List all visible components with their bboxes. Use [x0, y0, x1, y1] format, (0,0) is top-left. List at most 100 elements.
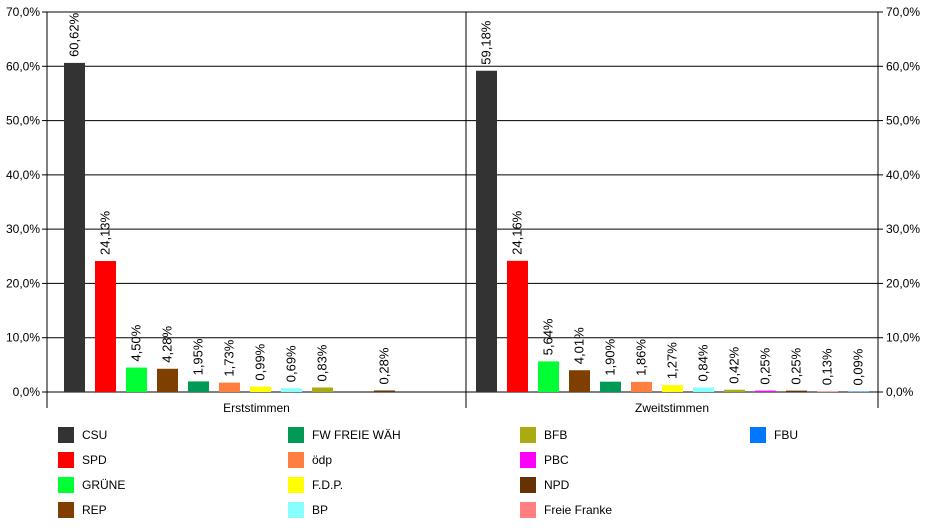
bar-value-label: 1,27%: [665, 342, 680, 379]
legend-label: F.D.P.: [312, 478, 344, 492]
bar-fbu: [848, 391, 869, 393]
bar-spd: [507, 260, 528, 392]
bar--dp: [219, 382, 240, 392]
y-tick-label-right: 40,0%: [886, 168, 920, 182]
legend-swatch: [520, 477, 536, 493]
bar-value-label: 4,28%: [160, 325, 175, 362]
y-tick-label-left: 40,0%: [6, 168, 40, 182]
legend-label: REP: [82, 503, 107, 517]
y-tick-label-right: 50,0%: [886, 114, 920, 128]
bar-value-label: 1,86%: [634, 339, 649, 376]
bar-value-label: 1,90%: [603, 338, 618, 375]
bar-value-label: 0,13%: [820, 348, 835, 385]
legend-swatch: [520, 502, 536, 518]
bar-gr-ne: [538, 361, 559, 392]
bar-value-label: 24,13%: [98, 210, 113, 255]
legend-label: NPD: [544, 478, 570, 492]
y-tick-label-right: 70,0%: [886, 5, 920, 19]
bar-rep: [157, 368, 178, 392]
legend-label: GRÜNE: [82, 478, 126, 492]
legend-swatch: [288, 452, 304, 468]
legend-label: FBU: [774, 428, 798, 442]
legend-item: REP: [58, 500, 107, 520]
bar-value-label: 1,95%: [191, 338, 206, 375]
y-tick-label-right: 20,0%: [886, 276, 920, 290]
bar-value-label: 4,50%: [129, 324, 144, 361]
bar-value-label: 0,83%: [315, 344, 330, 381]
bar-value-label: 0,42%: [727, 346, 742, 383]
legend-item: CSU: [58, 425, 107, 445]
x-axis-label: Zweitstimmen: [635, 401, 709, 415]
legend-item: PBC: [520, 450, 569, 470]
y-tick-label-right: 30,0%: [886, 222, 920, 236]
bar-value-label: 0,69%: [284, 345, 299, 382]
legend-swatch: [58, 427, 74, 443]
legend-swatch: [58, 477, 74, 493]
bar-bp: [281, 388, 302, 392]
legend-label: PBC: [544, 453, 569, 467]
y-tick-label-left: 50,0%: [6, 114, 40, 128]
legend-item: FBU: [750, 425, 798, 445]
y-tick-label-left: 10,0%: [6, 331, 40, 345]
bar-value-label: 0,99%: [253, 343, 268, 380]
bar-value-label: 5,64%: [541, 318, 556, 355]
bar-value-label: 4,01%: [572, 327, 587, 364]
bar-value-label: 0,84%: [696, 344, 711, 381]
legend-swatch: [750, 427, 766, 443]
bar-bfb: [312, 387, 333, 392]
bar-value-label: 0,09%: [851, 348, 866, 385]
legend-label: BFB: [544, 428, 568, 442]
legend-label: FW FREIE WÄH: [312, 428, 401, 442]
bar-value-label: 0,28%: [377, 347, 392, 384]
legend-swatch: [288, 502, 304, 518]
bar-freie-franke: [817, 391, 838, 392]
legend-swatch: [520, 452, 536, 468]
bar-spd: [95, 261, 116, 392]
bar-value-label: 59,18%: [479, 20, 494, 65]
legend-item: BFB: [520, 425, 567, 445]
legend-item: ödp: [288, 450, 332, 470]
y-tick-label-left: 30,0%: [6, 222, 40, 236]
y-tick-label-left: 70,0%: [6, 5, 40, 19]
x-axis-label: Erststimmen: [223, 401, 290, 415]
y-tick-label-right: 10,0%: [886, 331, 920, 345]
legend-label: ödp: [312, 453, 333, 467]
bar-value-label: 24,16%: [510, 210, 525, 255]
legend-swatch: [288, 427, 304, 443]
chart-legend: CSU SPD GRÜNE REP FW FREIE WÄH ödp F.D.P. BP BFB…: [58, 425, 918, 525]
legend-item: NPD: [520, 475, 569, 495]
legend-item: GRÜNE: [58, 475, 125, 495]
legend-swatch: [520, 427, 536, 443]
y-tick-label-right: 60,0%: [886, 59, 920, 73]
legend-item: SPD: [58, 450, 107, 470]
bar-npd: [786, 390, 807, 392]
bar-bfb: [724, 389, 745, 392]
y-tick-label-left: 0,0%: [13, 385, 41, 399]
bar--dp: [631, 381, 652, 392]
legend-swatch: [58, 452, 74, 468]
legend-label: BP: [312, 503, 329, 517]
legend-item: BP: [288, 500, 328, 520]
bar-value-label: 0,25%: [758, 347, 773, 384]
bar-value-label: 60,62%: [67, 12, 82, 57]
y-tick-label-left: 60,0%: [6, 59, 40, 73]
legend-label: SPD: [82, 453, 107, 467]
bar-f-d-p-: [250, 386, 271, 392]
bar-csu: [64, 62, 85, 393]
legend-item: F.D.P.: [288, 475, 343, 495]
legend-label: CSU: [82, 428, 108, 442]
bar-pbc: [755, 390, 776, 392]
legend-item: FW FREIE WÄH: [288, 425, 401, 445]
bar-fw-freie-w-h: [600, 381, 621, 392]
bar-fw-freie-w-h: [188, 381, 209, 392]
bar-gr-ne: [126, 367, 147, 392]
legend-item: Freie Franke: [520, 500, 612, 520]
y-tick-label-right: 0,0%: [886, 385, 914, 399]
legend-swatch: [288, 477, 304, 493]
legend-label: Freie Franke: [544, 503, 613, 517]
bar-chart-plot: 0,0% 0,0% 10,0% 10,0% 20,0% 20,0% 30,0% 30,0% 40…: [6, 5, 920, 415]
bar-csu: [476, 70, 497, 392]
bar-npd: [374, 390, 395, 392]
legend-swatch: [58, 502, 74, 518]
